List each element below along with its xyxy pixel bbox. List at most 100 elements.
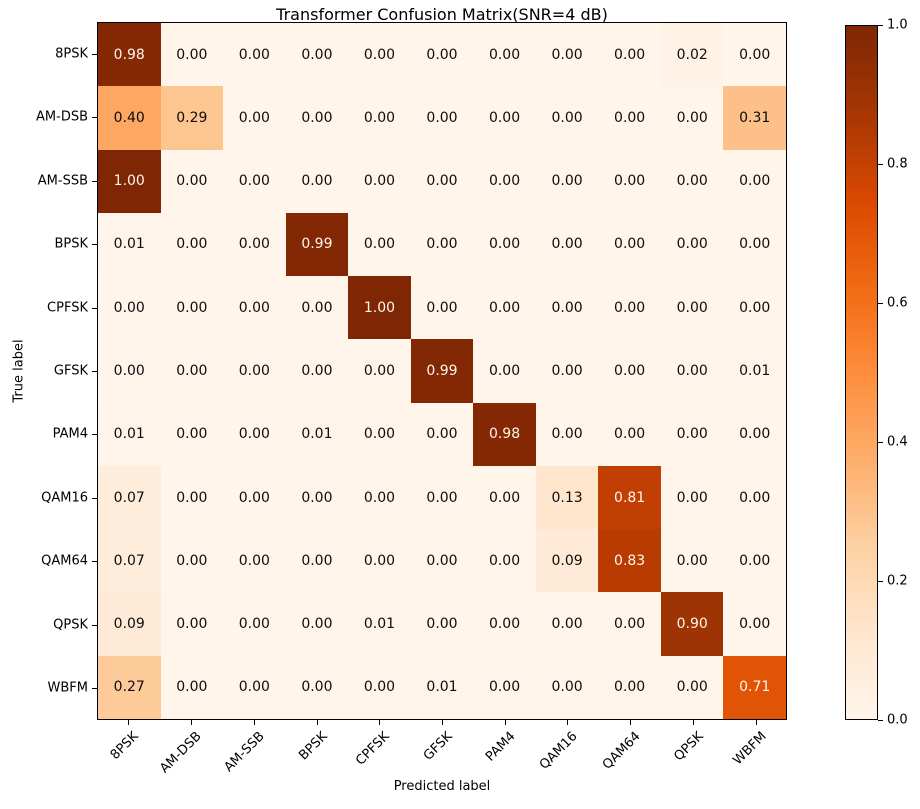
heatmap-cell: 0.00 bbox=[223, 23, 286, 87]
heatmap-cell: 0.00 bbox=[410, 402, 474, 466]
colorbar-tick-mark bbox=[878, 164, 883, 165]
colorbar-tick-label: 0.4 bbox=[887, 434, 908, 450]
x-tick-label: QAM64 bbox=[600, 729, 644, 773]
y-tick-label: AM-SSB bbox=[37, 173, 88, 189]
y-tick-mark bbox=[92, 624, 97, 626]
heatmap-cell: 0.00 bbox=[160, 339, 224, 403]
heatmap-cell: 0.00 bbox=[223, 212, 286, 277]
heatmap-cell: 0.00 bbox=[535, 402, 599, 466]
heatmap-cell: 0.00 bbox=[160, 402, 224, 466]
heatmap-cell: 0.00 bbox=[723, 529, 786, 593]
x-tick-label: QPSK bbox=[671, 729, 707, 765]
heatmap-cell: 0.00 bbox=[535, 655, 599, 719]
heatmap-cell: 0.00 bbox=[723, 276, 786, 340]
x-tick-mark bbox=[755, 720, 757, 725]
y-tick-label: QPSK bbox=[53, 617, 88, 633]
heatmap-cell: 0.98 bbox=[473, 402, 536, 466]
heatmap-cell: 0.99 bbox=[285, 212, 349, 277]
heatmap-cell: 0.00 bbox=[285, 276, 349, 340]
y-tick-mark bbox=[92, 117, 97, 119]
heatmap-cell: 0.00 bbox=[285, 339, 349, 403]
heatmap-cell: 0.00 bbox=[660, 402, 724, 466]
heatmap-cell: 0.00 bbox=[223, 465, 286, 530]
y-tick-label: QAM16 bbox=[41, 490, 88, 506]
heatmap-cell: 0.00 bbox=[223, 655, 286, 719]
heatmap-cell: 0.00 bbox=[723, 402, 786, 466]
heatmap-cell: 0.00 bbox=[160, 529, 224, 593]
x-tick-label: AM-DSB bbox=[157, 729, 205, 777]
heatmap-cell: 0.98 bbox=[98, 23, 161, 87]
heatmap-cell: 0.00 bbox=[660, 86, 724, 150]
heatmap-cell: 0.00 bbox=[473, 529, 536, 593]
heatmap-cell: 0.00 bbox=[473, 212, 536, 277]
colorbar-tick-label: 0.6 bbox=[887, 295, 908, 311]
y-tick-label: WBFM bbox=[47, 680, 88, 696]
heatmap-cell: 0.00 bbox=[535, 149, 599, 213]
heatmap-cell: 0.01 bbox=[723, 339, 786, 403]
y-tick-mark bbox=[92, 244, 97, 246]
y-tick-mark bbox=[92, 434, 97, 436]
heatmap-cell: 0.00 bbox=[410, 529, 474, 593]
colorbar-tick-mark bbox=[878, 442, 883, 443]
x-tick-mark bbox=[191, 720, 193, 725]
heatmap-cell: 1.00 bbox=[348, 276, 411, 340]
heatmap-cell: 0.09 bbox=[535, 529, 599, 593]
colorbar-tick-mark bbox=[878, 303, 883, 304]
heatmap-cell: 0.00 bbox=[660, 149, 724, 213]
heatmap-cell: 0.29 bbox=[160, 86, 224, 150]
heatmap-grid: 0.98 0.00 0.00 0.00 0.00 0.00 0.00 0.00 0.00 0.02… bbox=[97, 22, 787, 720]
heatmap-cell: 0.00 bbox=[410, 276, 474, 340]
x-tick-mark bbox=[442, 720, 443, 725]
heatmap-cell: 0.00 bbox=[285, 465, 349, 530]
heatmap-cell: 0.00 bbox=[660, 655, 724, 719]
y-tick-mark bbox=[92, 307, 97, 309]
colorbar-tick-label: 1.0 bbox=[887, 17, 908, 33]
colorbar-tick-mark bbox=[878, 25, 883, 26]
heatmap-cell: 0.00 bbox=[660, 529, 724, 593]
x-tick-mark bbox=[504, 720, 506, 725]
heatmap-cell: 0.00 bbox=[598, 149, 661, 213]
heatmap-cell: 0.00 bbox=[598, 86, 661, 150]
x-tick-mark bbox=[379, 720, 381, 725]
x-tick-mark bbox=[692, 720, 694, 725]
heatmap-cell: 0.00 bbox=[473, 86, 536, 150]
heatmap-cell: 0.00 bbox=[160, 592, 224, 656]
heatmap-cell: 0.09 bbox=[98, 592, 161, 656]
heatmap-cell: 0.00 bbox=[598, 339, 661, 403]
y-tick-mark bbox=[92, 561, 97, 563]
heatmap-cell: 0.00 bbox=[535, 276, 599, 340]
heatmap-cell: 0.99 bbox=[410, 339, 474, 403]
heatmap-cell: 0.00 bbox=[223, 592, 286, 656]
heatmap-cell: 0.00 bbox=[598, 402, 661, 466]
heatmap-cell: 0.00 bbox=[285, 86, 349, 150]
heatmap-cell: 0.01 bbox=[98, 402, 161, 466]
heatmap-cell: 0.00 bbox=[160, 465, 224, 530]
heatmap-cell: 0.00 bbox=[723, 23, 786, 87]
heatmap-cell: 0.00 bbox=[223, 276, 286, 340]
y-tick-label: GFSK bbox=[53, 363, 88, 379]
x-tick-mark bbox=[567, 720, 569, 725]
heatmap-cell: 0.00 bbox=[223, 339, 286, 403]
heatmap-cell: 0.07 bbox=[98, 465, 161, 530]
colorbar bbox=[845, 25, 878, 720]
y-tick-mark bbox=[92, 180, 97, 182]
heatmap-cell: 0.00 bbox=[723, 465, 786, 530]
y-tick-mark bbox=[92, 53, 97, 55]
heatmap-cell: 0.00 bbox=[410, 86, 474, 150]
heatmap-cell: 0.00 bbox=[160, 212, 224, 277]
heatmap-cell: 0.00 bbox=[473, 23, 536, 87]
heatmap-cell: 0.00 bbox=[223, 149, 286, 213]
heatmap-cell: 0.00 bbox=[223, 86, 286, 150]
heatmap-cell: 0.00 bbox=[535, 212, 599, 277]
y-tick-label: AM-DSB bbox=[36, 109, 88, 125]
colorbar-tick-mark bbox=[878, 720, 883, 721]
heatmap-cell: 0.00 bbox=[535, 339, 599, 403]
heatmap-cell: 0.01 bbox=[285, 402, 349, 466]
y-tick-label: QAM64 bbox=[41, 553, 88, 569]
colorbar-tick-label: 0.0 bbox=[887, 712, 908, 728]
heatmap-cell: 0.00 bbox=[160, 655, 224, 719]
heatmap-cell: 0.00 bbox=[348, 465, 411, 530]
x-tick-label: CPFSK bbox=[353, 729, 393, 769]
heatmap-cell: 0.07 bbox=[98, 529, 161, 593]
